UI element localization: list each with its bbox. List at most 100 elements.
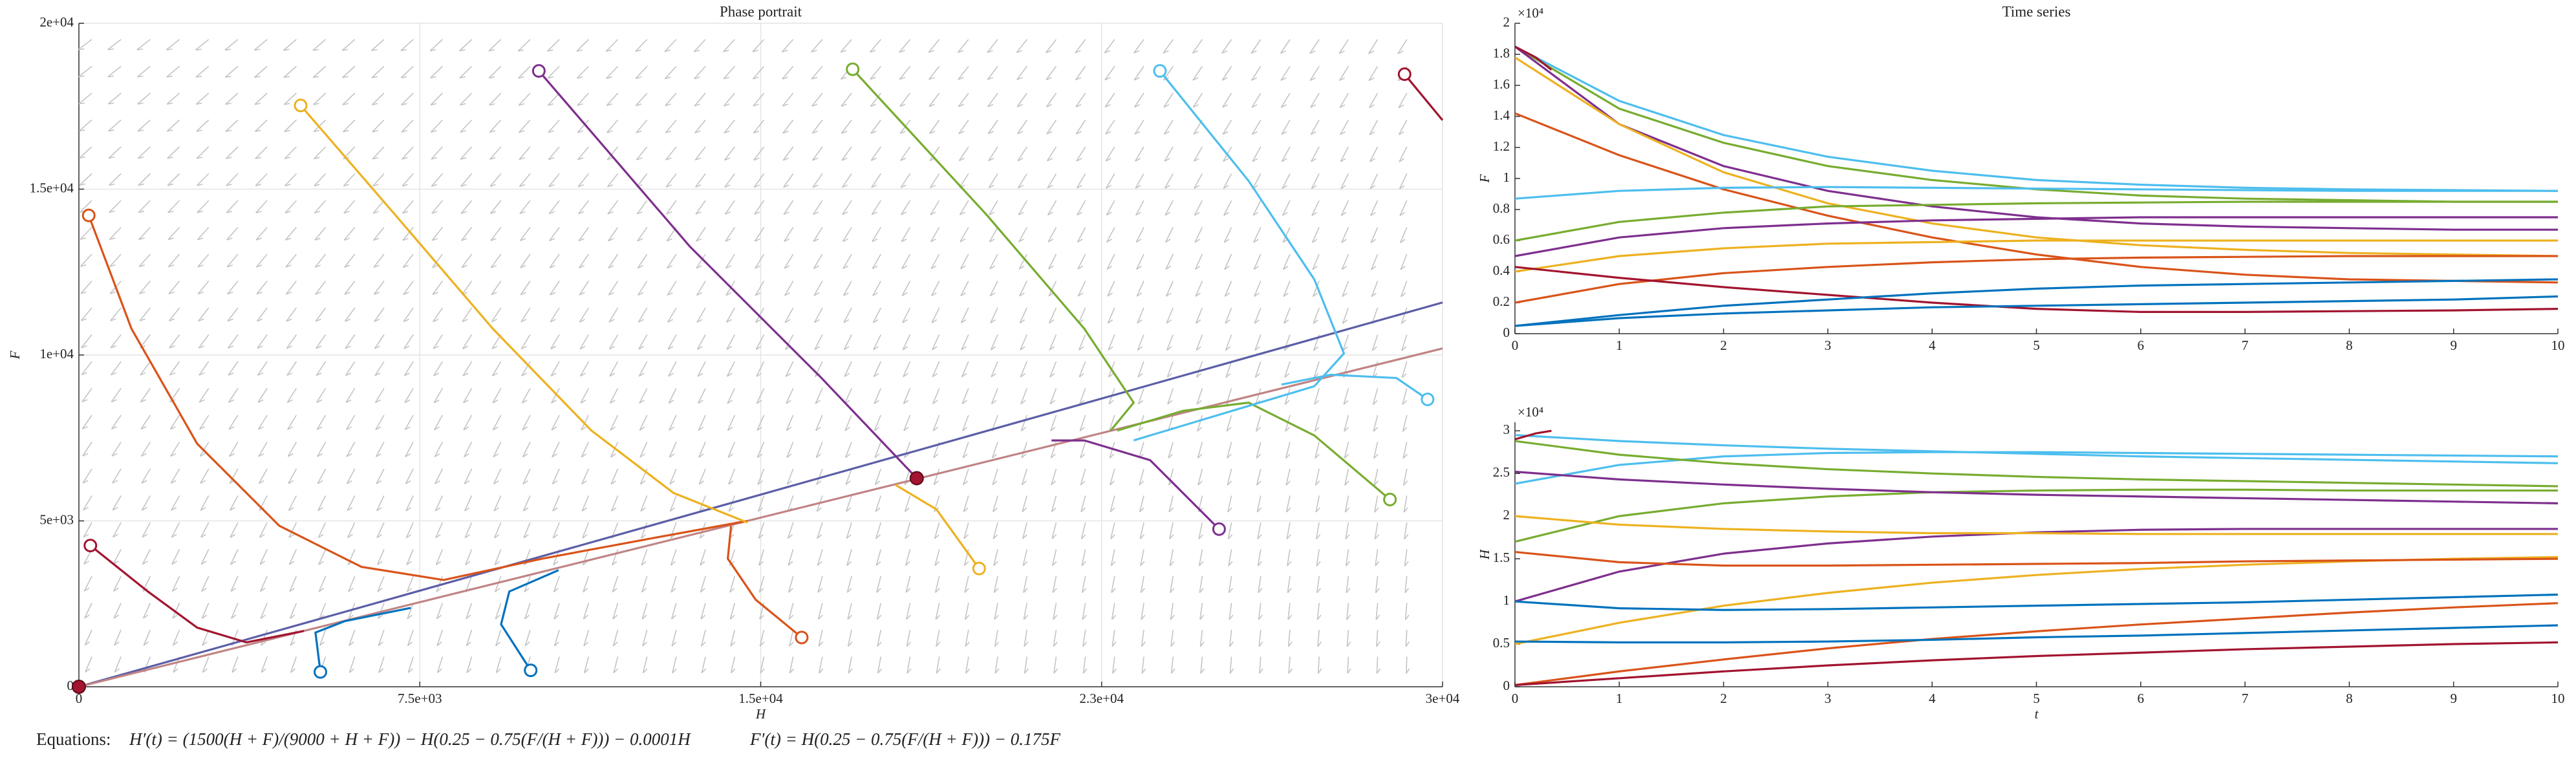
field-arrow — [1345, 549, 1351, 566]
field-arrow — [670, 549, 677, 566]
field-arrow — [904, 495, 911, 512]
field-arrow — [255, 146, 268, 160]
series-line — [1515, 239, 2558, 273]
field-arrow — [989, 281, 998, 297]
field-arrow — [1369, 146, 1379, 162]
field-arrow — [1258, 629, 1263, 647]
field-arrow — [1078, 334, 1086, 351]
field-arrow — [872, 307, 881, 323]
field-arrow — [785, 361, 794, 378]
field-arrow — [318, 576, 327, 592]
field-arrow — [255, 226, 268, 241]
field-arrow — [1229, 656, 1234, 674]
field-arrow — [583, 576, 590, 593]
field-arrow — [1285, 495, 1291, 513]
field-arrow — [782, 120, 794, 134]
field-arrow — [200, 468, 209, 484]
field-arrow — [725, 307, 735, 323]
field-arrow — [1376, 656, 1381, 674]
series-line — [1515, 528, 2558, 603]
field-arrow — [786, 468, 794, 485]
field-arrow — [844, 442, 852, 458]
field-arrow — [259, 549, 268, 565]
field-arrow — [987, 39, 998, 54]
field-arrow — [1016, 66, 1027, 81]
field-arrow — [1404, 549, 1409, 566]
field-arrow — [1135, 227, 1144, 243]
field-arrow — [873, 361, 882, 378]
field-arrow — [405, 442, 414, 458]
field-arrow — [376, 495, 385, 512]
field-arrow — [288, 495, 297, 512]
field-arrow — [547, 92, 560, 106]
field-arrow — [196, 146, 209, 159]
field-arrow — [141, 468, 151, 484]
field-arrow — [783, 227, 794, 242]
field-arrow — [994, 656, 1000, 674]
field-arrow — [1104, 92, 1115, 108]
field-arrow — [1371, 281, 1379, 297]
field-arrow — [489, 146, 502, 160]
field-arrow — [461, 281, 473, 296]
field-arrow — [228, 388, 239, 403]
field-arrow — [1195, 307, 1203, 324]
field-arrow — [1286, 522, 1291, 540]
field-arrow — [259, 522, 268, 538]
field-arrow — [524, 629, 531, 647]
field-arrow — [1108, 334, 1115, 351]
field-arrow — [1023, 603, 1029, 620]
field-arrow — [877, 629, 882, 647]
field-arrow — [964, 576, 969, 593]
field-arrow — [519, 227, 531, 242]
field-arrow — [1137, 388, 1144, 405]
field-arrow — [463, 415, 473, 431]
field-arrow — [431, 200, 443, 214]
field-arrow — [490, 227, 502, 241]
field-arrow — [960, 281, 969, 297]
field-arrow — [811, 39, 823, 53]
field-arrow — [230, 549, 239, 565]
field-arrow — [1166, 307, 1174, 324]
field-arrow — [1398, 92, 1408, 109]
field-arrow — [1018, 253, 1027, 270]
field-arrow — [1081, 576, 1087, 594]
field-arrow — [846, 576, 852, 593]
field-arrow — [905, 522, 911, 539]
field-arrow — [1077, 253, 1086, 270]
field-arrow — [639, 442, 648, 458]
field-arrow — [434, 442, 444, 458]
field-arrow — [961, 334, 969, 350]
field-arrow — [1402, 468, 1408, 486]
field-arrow — [114, 656, 122, 673]
field-arrow — [137, 119, 151, 132]
field-arrow — [1164, 173, 1174, 189]
series-line — [1515, 451, 2559, 485]
field-arrow — [436, 656, 444, 673]
field-arrow — [166, 119, 180, 132]
field-arrow — [1259, 656, 1263, 674]
field-arrow — [286, 307, 297, 322]
field-arrow — [522, 415, 531, 431]
field-arrow — [1342, 281, 1349, 297]
series-line — [1515, 550, 2559, 567]
field-arrow — [1402, 442, 1408, 459]
field-arrow — [255, 253, 268, 268]
field-arrow — [667, 361, 677, 377]
field-arrow — [724, 119, 735, 134]
field-arrow — [1021, 468, 1028, 486]
field-arrow — [1399, 173, 1408, 189]
start-marker — [1383, 492, 1397, 506]
field-arrow — [1163, 92, 1174, 108]
field-arrow — [1110, 522, 1115, 539]
field-arrow — [169, 334, 180, 349]
field-arrow — [488, 39, 502, 52]
field-arrow — [255, 200, 268, 213]
field-arrow — [111, 415, 122, 430]
field-arrow — [1258, 576, 1263, 594]
field-arrow — [284, 119, 297, 133]
field-arrow — [197, 200, 209, 213]
equations-label: Equations: — [36, 729, 111, 749]
field-arrow — [989, 227, 998, 242]
field-arrow — [1287, 549, 1292, 566]
